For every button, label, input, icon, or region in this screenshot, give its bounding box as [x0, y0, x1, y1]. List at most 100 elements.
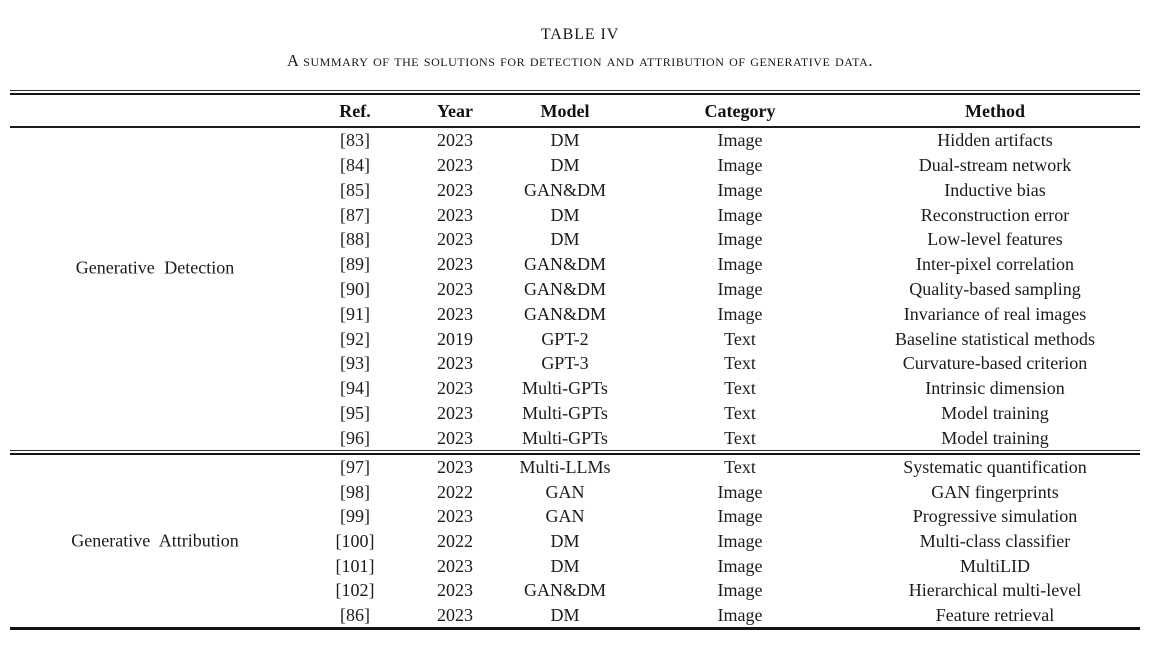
cell-ref: [92] [340, 328, 370, 349]
table-row: [92] 2019 GPT-2 Text Baseline statistical me… [10, 326, 1140, 351]
cell-model: DM [550, 555, 580, 576]
cell-model: DM [550, 531, 580, 552]
cell-method: Reconstruction error [920, 204, 1070, 225]
cell-category: Image [717, 254, 763, 275]
cell-method: Hierarchical multi-level [908, 580, 1082, 601]
cell-ref: [98] [340, 481, 370, 502]
cell-ref: [90] [340, 278, 370, 299]
bottom-rule [10, 627, 1140, 630]
cell-method: Multi-class classifier [919, 531, 1071, 552]
cell-year: 2023 [437, 378, 473, 399]
table-row: [85] 2023 GAN&DM Image Inductive bias [10, 178, 1140, 203]
cell-model: GPT-3 [541, 353, 589, 374]
cell-ref: [87] [340, 204, 370, 225]
cell-method: Hidden artifacts [937, 130, 1053, 151]
cell-year: 2023 [437, 555, 473, 576]
cell-model: GAN&DM [523, 278, 606, 299]
col-header-category: Category [704, 100, 776, 121]
table-title: TABLE IV [540, 26, 620, 43]
col-header-year: Year [437, 100, 473, 121]
cell-year: 2023 [437, 155, 473, 176]
cell-ref: [85] [340, 179, 370, 200]
cell-model: Multi-GPTs [522, 378, 608, 399]
cell-model: GAN&DM [523, 179, 606, 200]
cell-category: Text [724, 457, 756, 478]
cell-year: 2023 [437, 254, 473, 275]
cell-ref: [89] [340, 254, 370, 275]
cell-method: Progressive simulation [912, 506, 1078, 527]
cell-category: Image [717, 155, 763, 176]
section-generative-attribution: Generative Attribution [97] 2023 Multi-LLMs… [10, 455, 1140, 627]
cell-model: Multi-LLMs [519, 457, 611, 478]
top-rule [10, 90, 1140, 95]
cell-method: Low-level features [927, 229, 1063, 250]
cell-ref: [100] [335, 531, 375, 552]
cell-category: Text [724, 427, 756, 448]
cell-method: Model training [941, 402, 1049, 423]
cell-method: MultiLID [960, 555, 1030, 576]
cell-category: Image [717, 506, 763, 527]
cell-ref: [91] [340, 303, 370, 324]
table-row: [83] 2023 DM Image Hidden artifacts [10, 128, 1140, 153]
cell-method: Invariance of real images [903, 303, 1087, 324]
cell-year: 2023 [437, 402, 473, 423]
cell-category: Image [717, 179, 763, 200]
cell-method: Dual-stream network [918, 155, 1072, 176]
cell-model: Multi-GPTs [522, 427, 608, 448]
cell-category: Image [717, 130, 763, 151]
cell-category: Image [717, 481, 763, 502]
cell-method: Inductive bias [944, 179, 1046, 200]
cell-ref: [101] [335, 555, 375, 576]
cell-model: DM [550, 204, 580, 225]
cell-category: Text [724, 378, 756, 399]
cell-year: 2023 [437, 604, 473, 625]
cell-category: Image [717, 278, 763, 299]
cell-ref: [88] [340, 229, 370, 250]
table-row: [98] 2022 GAN Image GAN fingerprints [10, 480, 1140, 505]
cell-year: 2023 [437, 427, 473, 448]
cell-method: Curvature-based criterion [902, 353, 1088, 374]
cell-model: DM [550, 604, 580, 625]
cell-year: 2023 [437, 179, 473, 200]
cell-year: 2023 [437, 506, 473, 527]
table-row: [100] 2022 DM Image Multi-class classifier [10, 529, 1140, 554]
header-rule [10, 126, 1140, 128]
cell-ref: [97] [340, 457, 370, 478]
cell-method: GAN fingerprints [931, 481, 1059, 502]
table-row: [99] 2023 GAN Image Progressive simulation [10, 504, 1140, 529]
cell-ref: [83] [340, 130, 370, 151]
cell-ref: [102] [335, 580, 375, 601]
cell-model: GAN&DM [523, 303, 606, 324]
cell-year: 2023 [437, 580, 473, 601]
cell-model: DM [550, 229, 580, 250]
cell-year: 2019 [437, 328, 473, 349]
table-row: [86] 2023 DM Image Feature retrieval [10, 602, 1140, 627]
cell-category: Image [717, 531, 763, 552]
cell-ref: [84] [340, 155, 370, 176]
cell-category: Text [724, 328, 756, 349]
cell-model: GPT-2 [541, 328, 589, 349]
cell-year: 2023 [437, 457, 473, 478]
cell-category: Image [717, 204, 763, 225]
cell-method: Inter-pixel correlation [915, 254, 1075, 275]
cell-year: 2023 [437, 303, 473, 324]
cell-ref: [94] [340, 378, 370, 399]
cell-method: Baseline statistical methods [895, 328, 1095, 349]
cell-model: GAN [545, 481, 585, 502]
row-group-label: Generative Attribution [71, 530, 239, 551]
cell-ref: [86] [340, 604, 370, 625]
cell-year: 2023 [437, 353, 473, 374]
table-row: [96] 2023 Multi-GPTs Text Model training [10, 425, 1140, 450]
col-header-model: Model [540, 100, 590, 121]
cell-method: Intrinsic dimension [925, 378, 1065, 399]
cell-year: 2023 [437, 229, 473, 250]
table-caption: A summary of the solutions for detection… [286, 51, 873, 70]
cell-category: Image [717, 580, 763, 601]
cell-category: Image [717, 229, 763, 250]
col-header-ref: Ref. [339, 100, 371, 121]
cell-category: Text [724, 353, 756, 374]
col-header-method: Method [965, 100, 1025, 121]
table-caption-block: TABLE IV A summary of the solutions for … [0, 26, 1160, 71]
section-generative-detection: Generative Detection [83] 2023 DM Image Hidde… [10, 128, 1140, 450]
